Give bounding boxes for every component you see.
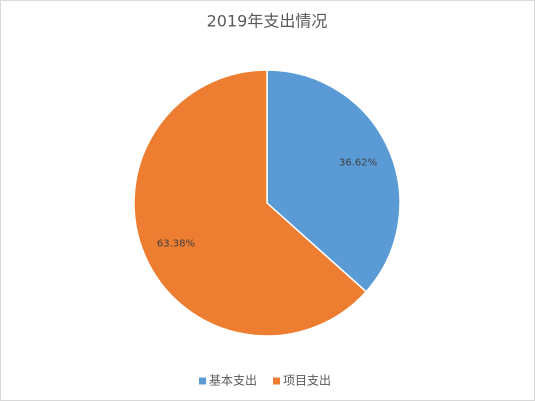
data-label: 63.38%: [157, 239, 195, 250]
legend-label: 项目支出: [283, 374, 331, 388]
pie-slice: [133, 69, 368, 337]
legend-label: 基本支出: [209, 374, 257, 388]
data-label: 36.62%: [339, 157, 377, 168]
pie-slice: [266, 69, 401, 293]
chart-title: 2019年支出情况: [207, 12, 328, 31]
legend-swatch: [273, 377, 280, 385]
legend-swatch: [199, 377, 206, 385]
